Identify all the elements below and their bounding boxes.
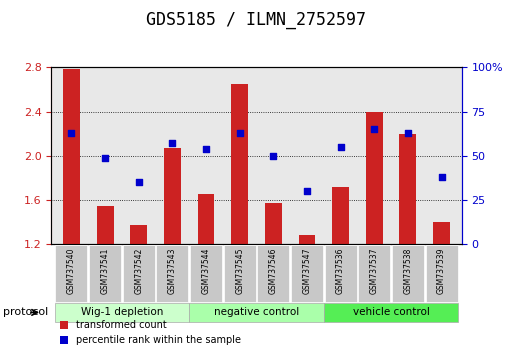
Text: GSM737541: GSM737541 [101,247,110,293]
Text: protocol: protocol [3,307,48,318]
Point [337,144,345,150]
Text: GDS5185 / ILMN_2752597: GDS5185 / ILMN_2752597 [147,11,366,29]
FancyBboxPatch shape [55,245,88,302]
Bar [332,187,349,244]
FancyBboxPatch shape [156,245,188,302]
Text: GSM737538: GSM737538 [403,247,412,293]
FancyBboxPatch shape [324,303,458,322]
Bar [433,222,450,244]
Bar [63,69,80,244]
Point [370,126,379,132]
Point [134,179,143,185]
Text: GSM737544: GSM737544 [202,247,210,294]
Point [269,153,278,159]
Point [404,130,412,136]
Text: GSM737539: GSM737539 [437,247,446,294]
Text: GSM737543: GSM737543 [168,247,177,294]
Text: GSM737547: GSM737547 [303,247,311,294]
FancyBboxPatch shape [123,245,155,302]
Point [202,146,210,152]
Text: vehicle control: vehicle control [352,307,429,318]
Text: GSM737542: GSM737542 [134,247,143,293]
Bar [366,112,383,244]
Text: GSM737540: GSM737540 [67,247,76,294]
FancyBboxPatch shape [325,245,357,302]
Bar [299,235,315,244]
Bar [400,133,416,244]
Point [67,130,75,136]
Bar [231,84,248,244]
Point [303,188,311,194]
Text: negative control: negative control [214,307,299,318]
Point [101,155,109,160]
Point [438,174,446,180]
FancyBboxPatch shape [358,245,390,302]
Bar [164,148,181,244]
FancyBboxPatch shape [224,245,255,302]
Bar [130,225,147,244]
Text: GSM737537: GSM737537 [370,247,379,294]
Point [168,141,176,146]
Bar [198,194,214,244]
FancyBboxPatch shape [189,303,324,322]
Legend: transformed count, percentile rank within the sample: transformed count, percentile rank withi… [56,316,245,349]
Text: GSM737546: GSM737546 [269,247,278,294]
Text: GSM737536: GSM737536 [336,247,345,294]
FancyBboxPatch shape [291,245,323,302]
FancyBboxPatch shape [392,245,424,302]
FancyBboxPatch shape [89,245,121,302]
Bar [265,203,282,244]
FancyBboxPatch shape [425,245,458,302]
Bar [97,206,113,244]
Text: GSM737545: GSM737545 [235,247,244,294]
FancyBboxPatch shape [258,245,289,302]
Text: Wig-1 depletion: Wig-1 depletion [81,307,163,318]
Point [235,130,244,136]
FancyBboxPatch shape [190,245,222,302]
FancyBboxPatch shape [55,303,189,322]
